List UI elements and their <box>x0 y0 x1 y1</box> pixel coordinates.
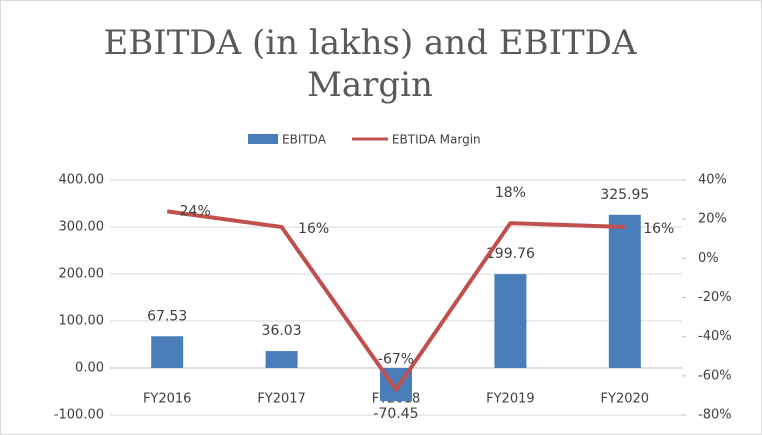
bar <box>265 351 298 368</box>
line <box>166 209 625 392</box>
y-tick-label: 300.00 <box>59 220 105 235</box>
y2-tick-label: -40% <box>698 329 732 344</box>
x-tick-label: FY2017 <box>257 392 306 407</box>
y2-tick-label: 40% <box>698 173 727 188</box>
x-tick-label: FY2016 <box>143 392 192 407</box>
bar-value-label: -70.45 <box>373 406 418 422</box>
legend-swatch <box>248 134 278 144</box>
legend-label: EBTIDA Margin <box>392 133 481 147</box>
y2-tick-label: -60% <box>698 368 732 383</box>
y2-tick-label: -20% <box>698 290 732 305</box>
y-tick-label: 100.00 <box>59 314 105 329</box>
y2-tick-label: -80% <box>698 408 732 423</box>
line-value-label: 16% <box>643 221 674 237</box>
bar <box>494 274 527 368</box>
y-tick-label: 0.00 <box>75 361 104 376</box>
bar <box>608 214 641 368</box>
line-value-label: 24% <box>180 203 211 219</box>
bar-value-label: 325.95 <box>600 187 649 203</box>
y2-tick-label: 0% <box>698 251 719 266</box>
line-value-label: 16% <box>298 221 329 237</box>
y-tick-label: -100.00 <box>54 408 104 423</box>
bar-value-label: 36.03 <box>262 323 302 339</box>
legend-label: EBITDA <box>282 133 327 147</box>
x-tick-label: FY2019 <box>486 392 535 407</box>
bar-value-label: 199.76 <box>486 246 535 262</box>
line-value-label: 18% <box>495 185 526 201</box>
y-tick-label: 200.00 <box>59 267 105 282</box>
x-tick-label: FY2020 <box>601 392 650 407</box>
y2-tick-label: 20% <box>698 212 727 227</box>
chart-title: EBITDA (in lakhs) and EBITDA Margin <box>103 23 637 105</box>
bar-value-label: 67.53 <box>147 308 187 324</box>
bar <box>151 336 184 368</box>
line-value-label: -67% <box>378 352 414 368</box>
y-tick-label: 400.00 <box>59 173 105 188</box>
